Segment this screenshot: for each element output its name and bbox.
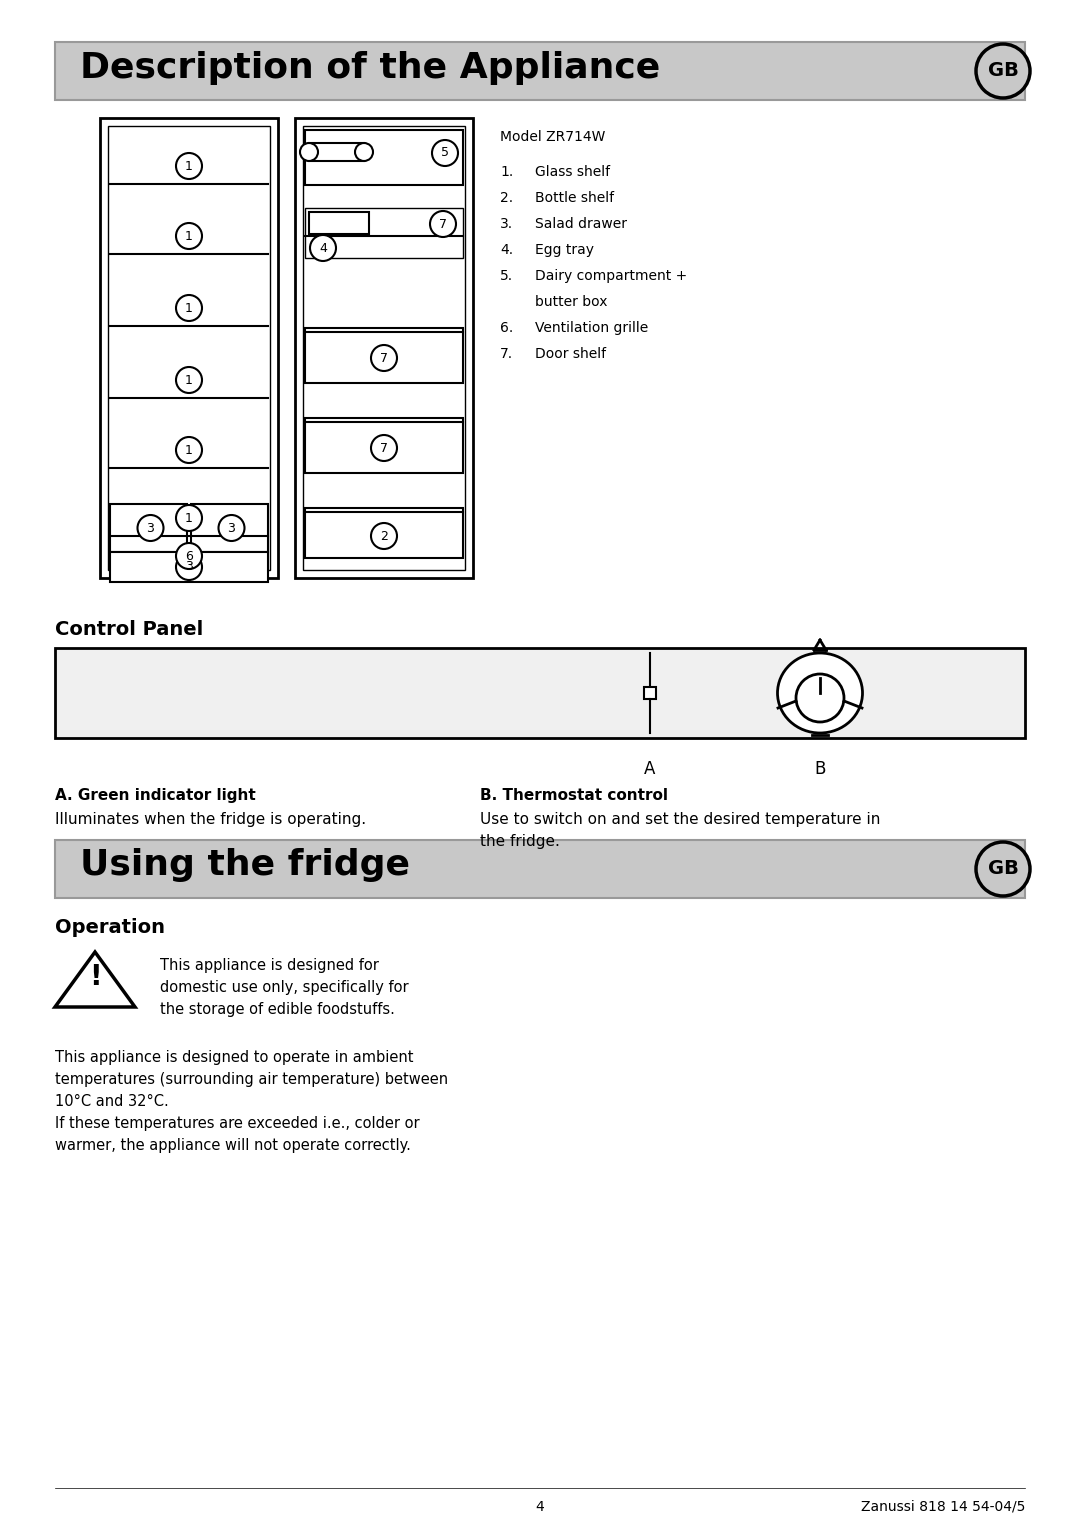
- Circle shape: [355, 144, 373, 160]
- Text: 7: 7: [380, 442, 388, 454]
- Bar: [295, 118, 473, 578]
- Text: Use to switch on and set the desired temperature in: Use to switch on and set the desired tem…: [480, 811, 880, 827]
- Circle shape: [176, 437, 202, 463]
- Bar: [108, 125, 270, 570]
- Text: Zanussi 818 14 54-04/5: Zanussi 818 14 54-04/5: [861, 1500, 1025, 1514]
- Text: 5.: 5.: [500, 269, 513, 283]
- Text: This appliance is designed for: This appliance is designed for: [160, 958, 379, 973]
- Text: 7.: 7.: [500, 347, 513, 361]
- Circle shape: [176, 153, 202, 179]
- Bar: [303, 125, 465, 570]
- Bar: [305, 208, 463, 258]
- Bar: [100, 118, 278, 578]
- Circle shape: [310, 235, 336, 261]
- Bar: [309, 212, 369, 234]
- Text: 4.: 4.: [500, 243, 513, 257]
- Bar: [191, 504, 268, 552]
- Text: 1: 1: [185, 512, 193, 524]
- Text: the fridge.: the fridge.: [480, 834, 559, 850]
- Bar: [55, 840, 1025, 898]
- Ellipse shape: [778, 652, 863, 733]
- Text: 1: 1: [185, 443, 193, 457]
- Text: 3: 3: [228, 521, 235, 535]
- Circle shape: [372, 523, 397, 549]
- Text: Egg tray: Egg tray: [535, 243, 594, 257]
- Text: A. Green indicator light: A. Green indicator light: [55, 788, 256, 804]
- Circle shape: [176, 223, 202, 249]
- Bar: [305, 130, 463, 185]
- Text: Door shelf: Door shelf: [535, 347, 606, 361]
- Text: 5: 5: [441, 147, 449, 159]
- Text: 1: 1: [185, 159, 193, 173]
- Text: 4: 4: [536, 1500, 544, 1514]
- Text: Salad drawer: Salad drawer: [535, 217, 627, 231]
- Text: This appliance is designed to operate in ambient: This appliance is designed to operate in…: [55, 1050, 414, 1065]
- Text: butter box: butter box: [535, 295, 607, 309]
- Bar: [309, 144, 364, 160]
- Bar: [305, 507, 463, 558]
- Text: 4: 4: [319, 241, 327, 255]
- Bar: [644, 688, 656, 698]
- Text: 7: 7: [438, 217, 447, 231]
- Text: 6.: 6.: [500, 321, 513, 335]
- Text: Model ZR714W: Model ZR714W: [500, 130, 606, 144]
- Text: B: B: [814, 759, 826, 778]
- Bar: [305, 419, 463, 474]
- Text: 1: 1: [185, 373, 193, 387]
- Text: 6: 6: [185, 550, 193, 562]
- Text: 2: 2: [380, 530, 388, 542]
- Text: Dairy compartment +: Dairy compartment +: [535, 269, 687, 283]
- Text: 1: 1: [185, 229, 193, 243]
- Text: 7: 7: [380, 351, 388, 365]
- Circle shape: [372, 345, 397, 371]
- Circle shape: [372, 435, 397, 461]
- Text: Operation: Operation: [55, 918, 165, 937]
- Text: 3: 3: [147, 521, 154, 535]
- Circle shape: [176, 504, 202, 532]
- Text: !: !: [89, 963, 102, 990]
- Text: 3.: 3.: [500, 217, 513, 231]
- Text: 2.: 2.: [500, 191, 513, 205]
- Text: Illuminates when the fridge is operating.: Illuminates when the fridge is operating…: [55, 811, 366, 827]
- Text: the storage of edible foodstuffs.: the storage of edible foodstuffs.: [160, 1002, 395, 1018]
- Text: Using the fridge: Using the fridge: [80, 848, 410, 882]
- Text: If these temperatures are exceeded i.e., colder or: If these temperatures are exceeded i.e.,…: [55, 1115, 420, 1131]
- Circle shape: [432, 141, 458, 167]
- Text: warmer, the appliance will not operate correctly.: warmer, the appliance will not operate c…: [55, 1138, 410, 1154]
- Bar: [55, 648, 1025, 738]
- Text: 1.: 1.: [500, 165, 513, 179]
- Circle shape: [218, 515, 244, 541]
- Text: GB: GB: [987, 61, 1018, 81]
- Circle shape: [176, 367, 202, 393]
- Circle shape: [976, 842, 1030, 895]
- Text: Control Panel: Control Panel: [55, 620, 203, 639]
- Circle shape: [300, 144, 318, 160]
- Text: Bottle shelf: Bottle shelf: [535, 191, 615, 205]
- Circle shape: [796, 674, 843, 723]
- Circle shape: [430, 211, 456, 237]
- Circle shape: [976, 44, 1030, 98]
- Text: temperatures (surrounding air temperature) between: temperatures (surrounding air temperatur…: [55, 1073, 448, 1086]
- Text: GB: GB: [987, 859, 1018, 879]
- Text: Description of the Appliance: Description of the Appliance: [80, 50, 660, 86]
- Circle shape: [176, 295, 202, 321]
- Text: 1: 1: [185, 301, 193, 315]
- Text: 3: 3: [185, 561, 193, 573]
- Circle shape: [176, 542, 202, 568]
- Bar: [110, 552, 268, 582]
- Circle shape: [176, 555, 202, 581]
- Bar: [55, 41, 1025, 99]
- Text: A: A: [645, 759, 656, 778]
- Bar: [110, 504, 187, 552]
- Text: domestic use only, specifically for: domestic use only, specifically for: [160, 979, 408, 995]
- Text: 10°C and 32°C.: 10°C and 32°C.: [55, 1094, 168, 1109]
- Text: Glass shelf: Glass shelf: [535, 165, 610, 179]
- Text: Ventilation grille: Ventilation grille: [535, 321, 648, 335]
- Circle shape: [137, 515, 163, 541]
- Text: B. Thermostat control: B. Thermostat control: [480, 788, 669, 804]
- Bar: [305, 329, 463, 384]
